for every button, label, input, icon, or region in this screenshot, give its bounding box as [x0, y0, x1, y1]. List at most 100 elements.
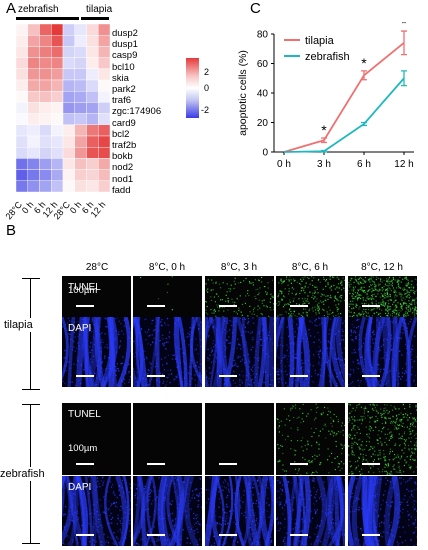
heatmap-cell — [27, 34, 40, 47]
legend-label: zebrafish — [305, 51, 350, 63]
heatmap-cell — [16, 135, 28, 148]
scale-bar — [147, 534, 165, 536]
heatmap-cell — [62, 57, 75, 69]
heatmap-cell — [27, 124, 40, 137]
heatmap-cell — [74, 102, 87, 114]
dapi-image-tilapia: DAPI — [62, 317, 131, 387]
scale-bar — [290, 305, 308, 307]
heatmap-cell — [62, 158, 75, 170]
scale-bar — [362, 463, 380, 465]
scale-label: 100µm — [68, 443, 98, 454]
heatmap-cell — [98, 57, 110, 69]
dapi-label: DAPI — [68, 482, 92, 493]
heatmap-cell — [51, 113, 64, 125]
heatmap-cell — [27, 135, 40, 148]
heatmap-cell — [98, 158, 110, 170]
heatmap-cell — [51, 180, 64, 192]
apoptosis-line-chart: 0 20 40 60 80 0 h 3 h 6 h 12 h apoptotic cells (%… — [237, 22, 414, 170]
heatmap-cell — [74, 169, 87, 182]
heatmap-cell — [51, 57, 64, 69]
heatmap-cell — [39, 34, 52, 47]
tunel-image-tilapia: TUNEL 100µm — [62, 276, 131, 317]
error-bar — [401, 30, 407, 56]
heatmap-cell — [62, 46, 75, 58]
heatmap-cell — [51, 68, 64, 81]
heatmap-cell — [98, 146, 110, 159]
dapi-image-zebrafish — [133, 476, 202, 546]
heatmap-cell — [51, 79, 64, 92]
heatmap-cell — [51, 46, 64, 58]
heatmap-cell — [16, 146, 28, 159]
gene-label: traf6 — [112, 95, 132, 107]
tunel-image-tilapia — [276, 276, 345, 317]
heatmap-cell — [86, 135, 99, 148]
heatmap-cell — [39, 79, 52, 92]
tunel-label: TUNEL — [68, 282, 101, 293]
gene-label: dusp2 — [112, 28, 138, 39]
series-line-tilapia — [283, 42, 405, 153]
heatmap-cell — [16, 68, 28, 81]
heatmap-group-zebrafish: zebrafish — [18, 4, 59, 15]
heatmap-cell — [74, 46, 87, 58]
heatmap-cell — [16, 34, 28, 47]
gene-label: casp9 — [112, 50, 138, 62]
heatmap-cell — [62, 113, 75, 125]
heatmap-cell — [86, 113, 99, 125]
dapi-image-zebrafish: DAPI — [62, 476, 131, 546]
gene-label: nod2 — [112, 162, 134, 174]
heatmap-cell — [39, 169, 52, 182]
heatmap-cell — [39, 158, 52, 170]
x-tick-label: 12 h — [394, 159, 413, 170]
heatmap-cell — [98, 34, 110, 47]
scale-bar — [290, 534, 308, 536]
heatmap-cell — [62, 146, 75, 159]
legend-tick: -2 — [201, 105, 210, 115]
heatmap-cell — [86, 79, 99, 92]
heatmap-cell — [27, 57, 40, 69]
column-header: 8°C, 6 h — [291, 262, 329, 273]
gene-label: skia — [112, 72, 129, 84]
y-tick-label: 20 — [257, 118, 269, 129]
heatmap-cell — [62, 34, 75, 47]
heatmap-cell — [27, 79, 40, 92]
heatmap-cell — [27, 146, 40, 159]
tunel-image-zebrafish — [205, 403, 274, 475]
heatmap-cell — [74, 158, 87, 170]
scale-bar — [290, 375, 308, 377]
heatmap-cell — [74, 146, 87, 159]
heatmap-cell — [74, 90, 87, 103]
x-tick-label: 0 h — [277, 159, 291, 170]
heatmap-cell — [74, 57, 87, 69]
heatmap-cell — [16, 113, 28, 125]
heatmap-cell — [86, 158, 99, 170]
gene-label: fadd — [112, 184, 131, 196]
scale-bar — [147, 305, 165, 307]
heatmap-cell — [51, 24, 64, 36]
scale-bar — [362, 534, 380, 536]
heatmap-cell — [74, 124, 87, 137]
heatmap-cell — [86, 57, 99, 69]
scale-bar — [219, 375, 237, 377]
scale-bar — [76, 463, 94, 465]
y-axis-label: apoptotic cells (%) — [237, 50, 249, 136]
heatmap-cell — [86, 90, 99, 103]
heatmap-cell — [62, 90, 75, 103]
heatmap-cell — [62, 24, 75, 36]
heatmap-cell — [86, 24, 99, 36]
heatmap-cell — [51, 158, 64, 170]
heatmap-cell — [98, 79, 110, 92]
heatmap-cell — [98, 180, 110, 192]
column-header: 8°C, 0 h — [148, 262, 186, 273]
tunel-image-zebrafish: TUNEL 100µm — [62, 403, 131, 475]
heatmap-cell — [16, 90, 28, 103]
heatmap-cell — [51, 169, 64, 182]
scale-bar — [147, 463, 165, 465]
heatmap-cell — [51, 34, 64, 47]
heatmap-cell — [16, 79, 28, 92]
heatmap-cell — [62, 169, 75, 182]
dapi-image-zebrafish — [348, 476, 417, 546]
tunel-image-zebrafish — [276, 403, 345, 475]
heatmap-cell — [74, 24, 87, 36]
heatmap-cell — [39, 124, 52, 137]
gene-label: bokb — [112, 151, 133, 163]
